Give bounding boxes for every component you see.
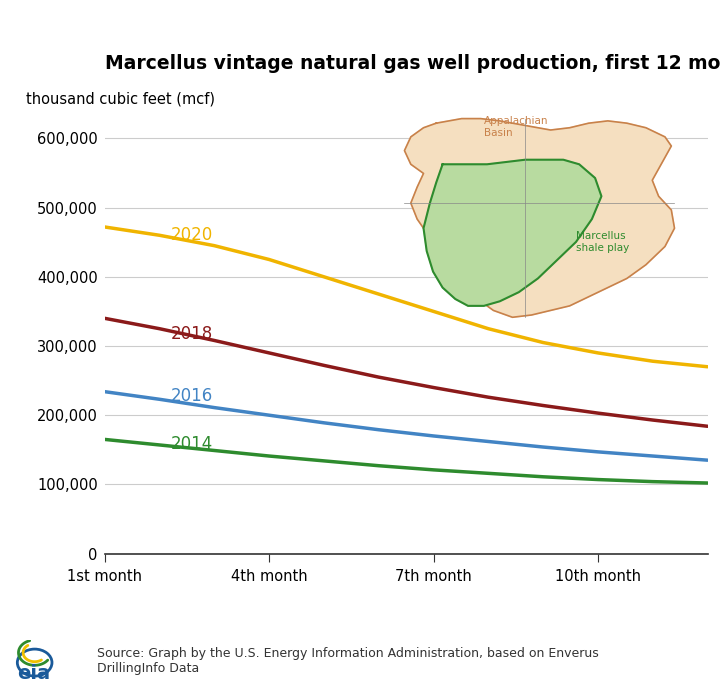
Polygon shape (404, 118, 674, 317)
Text: eia: eia (17, 664, 51, 683)
Text: 2018: 2018 (170, 325, 213, 343)
Text: thousand cubic feet (mcf): thousand cubic feet (mcf) (26, 91, 215, 107)
Text: Appalachian
Basin: Appalachian Basin (484, 116, 549, 138)
Text: Marcellus
shale play: Marcellus shale play (576, 231, 630, 253)
Text: 2020: 2020 (170, 226, 213, 244)
Polygon shape (424, 160, 601, 306)
Text: Marcellus vintage natural gas well production, first 12 months: Marcellus vintage natural gas well produ… (105, 54, 722, 73)
Text: 2014: 2014 (170, 435, 213, 453)
Text: 2016: 2016 (170, 387, 213, 405)
Text: Source: Graph by the U.S. Energy Information Administration, based on Enverus
Dr: Source: Graph by the U.S. Energy Informa… (97, 647, 599, 675)
